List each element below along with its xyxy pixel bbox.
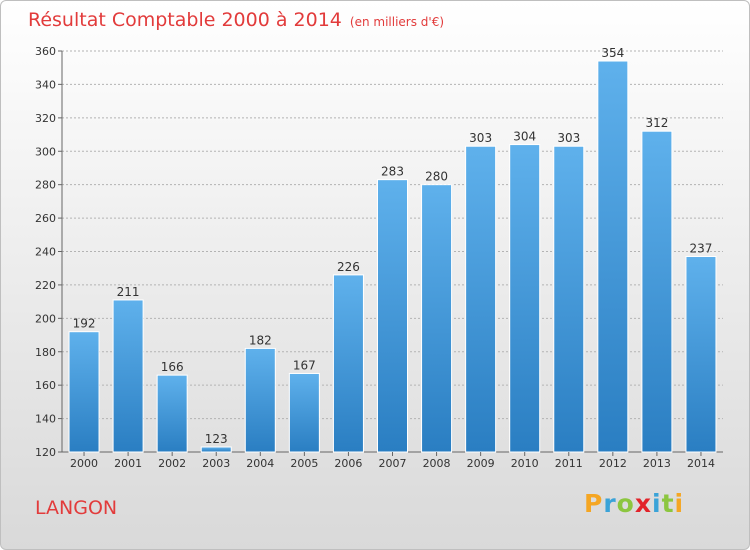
logo-letter: x: [634, 489, 652, 518]
place-name: LANGON: [35, 497, 118, 519]
bar: [200, 446, 232, 453]
bar: [509, 144, 541, 453]
bar: [244, 347, 276, 453]
bar-value-label: 354: [601, 46, 624, 60]
bar: [421, 184, 453, 453]
proxiti-logo: Proxiti: [584, 489, 684, 518]
bar-value-label: 226: [337, 260, 360, 274]
bar-value-label: 303: [557, 131, 580, 145]
y-tick-label: 340: [35, 78, 56, 91]
y-tick-label: 120: [35, 446, 56, 459]
y-tick-label: 240: [35, 246, 56, 259]
y-tick-label: 300: [35, 145, 56, 158]
y-tick-label: 280: [35, 179, 56, 192]
y-tick-label: 160: [35, 379, 56, 392]
bar-value-label: 303: [469, 131, 492, 145]
x-tick-label: 2004: [246, 457, 274, 470]
bar-value-label: 167: [293, 358, 316, 372]
y-tick-label: 200: [35, 312, 56, 325]
bar: [597, 60, 629, 453]
y-tick-label: 320: [35, 112, 56, 125]
bar: [641, 130, 673, 453]
x-tick-label: 2013: [643, 457, 671, 470]
x-tick-label: 2007: [379, 457, 407, 470]
x-tick-label: 2011: [555, 457, 583, 470]
bar-value-label: 211: [117, 285, 140, 299]
logo-letter: P: [584, 489, 604, 518]
bar-value-label: 280: [425, 170, 448, 184]
bar-value-label: 312: [645, 116, 668, 130]
x-tick-label: 2005: [290, 457, 318, 470]
x-tick-label: 2000: [70, 457, 98, 470]
logo-letter: i: [652, 489, 662, 518]
bar: [332, 274, 364, 453]
y-tick-label: 220: [35, 279, 56, 292]
bar-value-label: 192: [73, 317, 96, 331]
logo-letter: o: [616, 489, 635, 518]
y-tick-label: 140: [35, 413, 56, 426]
x-tick-label: 2001: [114, 457, 142, 470]
y-tick-label: 260: [35, 212, 56, 225]
bar: [288, 372, 320, 453]
chart-title: Résultat Comptable 2000 à 2014: [28, 9, 342, 31]
y-tick-label: 180: [35, 346, 56, 359]
bar: [465, 145, 497, 453]
bar-value-label: 166: [161, 360, 184, 374]
y-tick-label: 360: [35, 45, 56, 58]
bar-value-label: 237: [690, 242, 713, 256]
x-tick-label: 2009: [467, 457, 495, 470]
chart-subtitle: (en milliers d'€): [349, 15, 445, 29]
x-tick-label: 2012: [599, 457, 627, 470]
bar-value-label: 283: [381, 165, 404, 179]
logo-letter: t: [661, 489, 675, 518]
x-tick-label: 2008: [423, 457, 451, 470]
x-tick-label: 2003: [202, 457, 230, 470]
bar: [553, 145, 585, 453]
chart-title-block: Résultat Comptable 2000 à 2014 (en millie…: [28, 9, 444, 31]
bar-value-label: 123: [205, 432, 228, 446]
bar-value-label: 304: [513, 130, 536, 144]
bar: [156, 374, 188, 453]
bar-value-label: 182: [249, 333, 272, 347]
x-tick-label: 2002: [158, 457, 186, 470]
x-tick-label: 2006: [334, 457, 362, 470]
bar: [112, 299, 144, 453]
logo-letter: i: [674, 489, 685, 518]
bar: [685, 256, 717, 453]
bar: [68, 331, 100, 453]
x-tick-label: 2010: [511, 457, 539, 470]
logo-letter: r: [603, 489, 617, 518]
bar: [377, 179, 408, 453]
x-tick-label: 2014: [687, 457, 715, 470]
